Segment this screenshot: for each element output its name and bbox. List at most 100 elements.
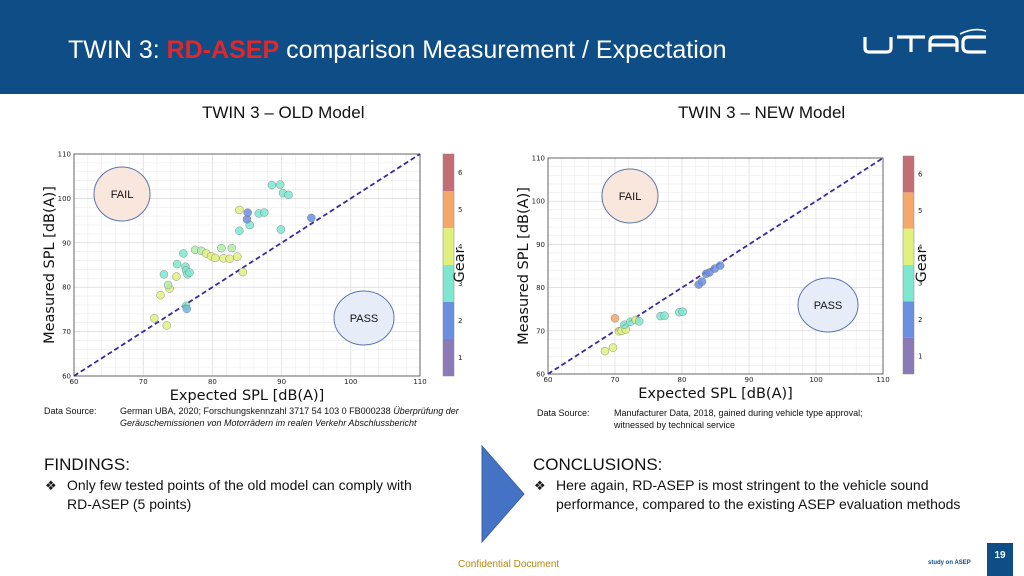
data-point	[260, 208, 269, 217]
colorbar-tick-label: 2	[918, 316, 922, 324]
reference-line	[73, 153, 421, 377]
data-point	[150, 314, 159, 323]
x-tick-label: 100	[809, 376, 822, 384]
colorbar-segment	[443, 154, 454, 191]
fail-label: FAIL	[619, 191, 642, 203]
data-point	[243, 208, 252, 217]
y-tick-label: 80	[536, 284, 545, 292]
findings-bullet-icon: ❖	[45, 478, 57, 493]
colorbar-tick-label: 4	[458, 243, 463, 251]
new-source-line1: Manufacturer Data, 2018, gained during v…	[614, 408, 863, 418]
colorbar-segment	[443, 265, 454, 302]
data-point	[162, 321, 171, 330]
data-point	[715, 261, 725, 270]
data-point	[284, 190, 293, 200]
x-tick-label: 90	[745, 376, 754, 384]
colorbar-tick-label: 6	[458, 169, 463, 177]
title-suffix: comparison Measurement / Expectation	[279, 36, 727, 64]
old-source-line2: Geräuschemissionen von Motorrädern im re…	[120, 418, 417, 428]
x-tick-label: 60	[70, 378, 79, 386]
data-point	[660, 311, 669, 320]
gear-colorbar: 1 2 3 4 5 6	[902, 155, 923, 375]
new-source-text: Manufacturer Data, 2018, gained during v…	[614, 407, 914, 431]
pass-label: PASS	[814, 300, 843, 312]
conclusions-title: CONCLUSIONS:	[533, 455, 663, 474]
data-point	[235, 205, 244, 215]
colorbar-tick-label: 3	[458, 280, 462, 288]
colorbar-segment	[903, 265, 914, 302]
colorbar-label: Gear	[452, 247, 468, 282]
data-point	[172, 259, 182, 269]
findings-text: Only few tested points of the old model …	[67, 476, 467, 514]
data-point	[210, 253, 220, 263]
colorbar-frame	[442, 153, 455, 377]
fail-label: FAIL	[111, 189, 134, 201]
y-tick-label: 80	[62, 284, 71, 292]
findings-title: FINDINGS:	[44, 455, 130, 474]
data-point	[276, 180, 285, 189]
colorbar-tick-label: 1	[918, 352, 922, 360]
conclusions-bullet-icon: ❖	[534, 478, 546, 493]
old-model-scatter-chart: 60 70 80 90 100 110 60 70 80 90 100 110 Expected SPL…	[42, 151, 468, 405]
title-prefix: TWIN 3:	[68, 36, 167, 64]
study-label: study on ASEP	[928, 560, 971, 566]
x-tick-label: 70	[611, 376, 620, 384]
y-tick-label: 70	[536, 327, 545, 335]
new-model-title: TWIN 3 – NEW Model	[678, 103, 846, 122]
colorbar-label: Gear	[914, 247, 930, 282]
conclusions-line1: Here again, RD-ASEP is most stringent to…	[556, 477, 929, 493]
y-tick-label: 60	[536, 371, 545, 379]
old-source-line1-italic: Überprüfung der	[393, 406, 459, 416]
y-tick-label: 100	[532, 198, 545, 206]
colorbar-frame	[902, 155, 915, 375]
data-point	[238, 267, 248, 277]
x-tick-label: 110	[876, 376, 889, 384]
plot-frame	[73, 153, 421, 377]
confidential-label: Confidential Document	[458, 559, 560, 570]
data-point	[179, 249, 188, 258]
colorbar-tick-label: 2	[458, 317, 462, 325]
data-point	[608, 343, 618, 352]
data-point	[678, 307, 687, 316]
y-tick-label: 70	[62, 328, 71, 336]
old-model-title: TWIN 3 – OLD Model	[202, 103, 365, 122]
colorbar-tick-label: 3	[918, 280, 922, 288]
title-accent: RD-ASEP	[166, 36, 280, 64]
colorbar-segment	[443, 339, 454, 376]
arrow-right-icon	[481, 444, 525, 544]
data-point	[185, 268, 194, 277]
data-point	[235, 226, 244, 236]
old-source-text: German UBA, 2020; Forschungskennzahl 371…	[120, 405, 500, 429]
colorbar-segment	[903, 337, 914, 374]
data-point	[227, 243, 236, 253]
colorbar-tick-label: 5	[918, 207, 922, 215]
y-tick-label: 60	[62, 373, 71, 381]
y-tick-label: 90	[62, 239, 71, 247]
y-axis-label: Measured SPL [dB(A)]	[42, 186, 58, 344]
data-point	[610, 314, 620, 323]
data-point	[233, 252, 242, 261]
x-tick-label: 70	[139, 378, 148, 386]
colorbar-segment	[903, 156, 914, 193]
x-axis-label: Expected SPL [dB(A)]	[638, 386, 793, 402]
colorbar-tick-label: 6	[918, 171, 923, 179]
header-bar: TWIN 3: RD-ASEP comparison Measurement /…	[0, 0, 1024, 94]
colorbar-segment	[903, 228, 914, 265]
new-source-line2: witnessed by technical service	[614, 420, 736, 430]
data-points	[600, 261, 725, 356]
slide-title: TWIN 3: RD-ASEP comparison Measurement /…	[68, 36, 727, 65]
utac-logo	[863, 28, 987, 54]
y-tick-label: 110	[58, 151, 71, 159]
reference-line	[547, 157, 884, 375]
pass-region-marker	[797, 277, 859, 333]
old-source-label: Data Source:	[44, 406, 97, 416]
pass-region-marker	[333, 290, 395, 346]
data-point	[267, 180, 277, 190]
colorbar-tick-label: 1	[458, 354, 462, 362]
colorbar-tick-label: 4	[918, 243, 923, 251]
old-source-line1: German UBA, 2020; Forschungskennzahl 371…	[120, 406, 394, 416]
data-point	[697, 277, 707, 286]
x-tick-label: 80	[678, 376, 687, 384]
data-point	[156, 290, 165, 300]
x-tick-label: 80	[208, 378, 217, 386]
